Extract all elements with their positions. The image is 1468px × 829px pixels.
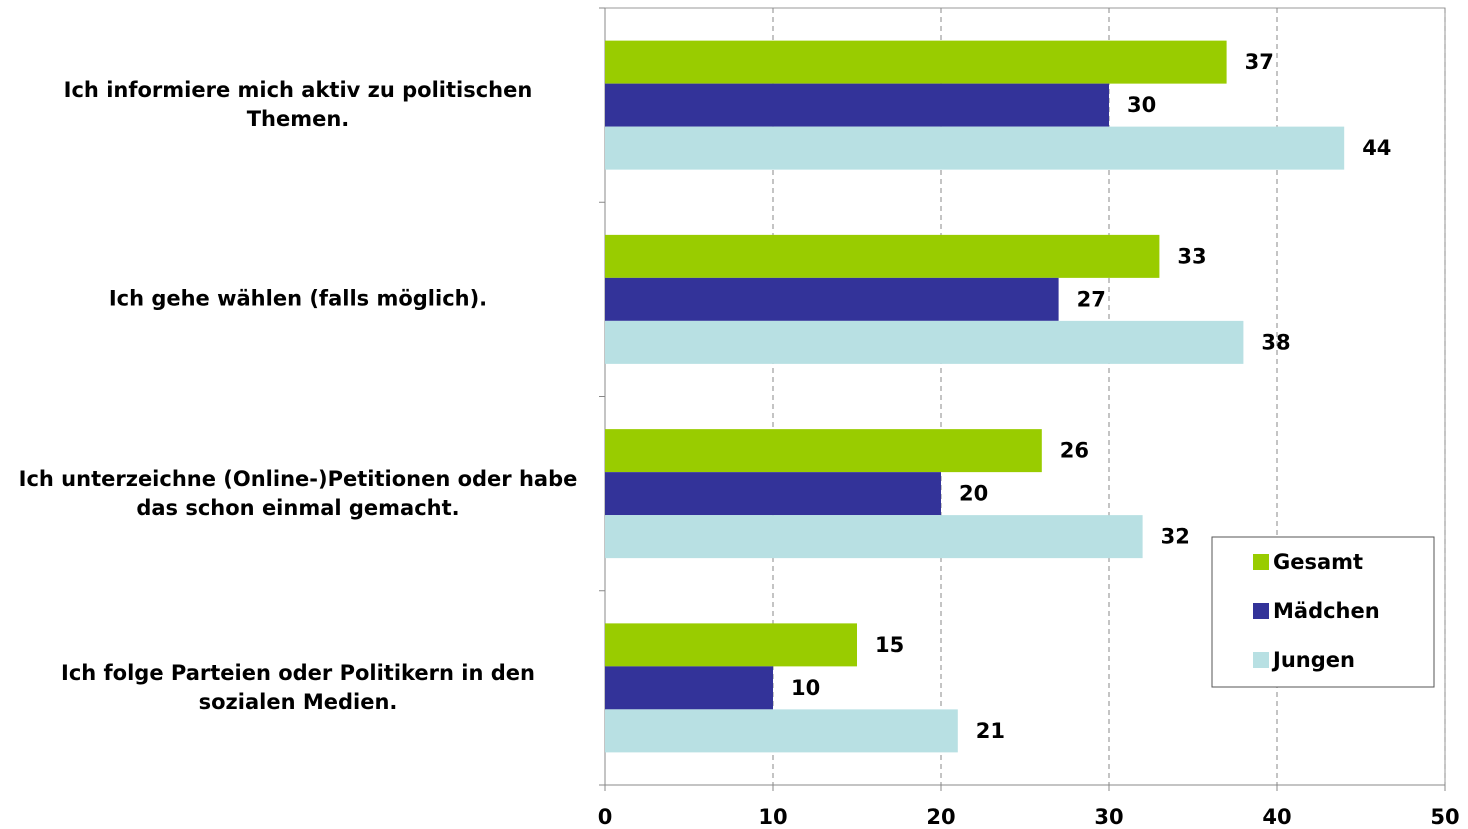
bar <box>605 320 1244 364</box>
value-label: 21 <box>976 719 1005 743</box>
bar <box>605 234 1160 278</box>
value-label: 15 <box>875 633 904 657</box>
value-label: 26 <box>1060 439 1089 463</box>
bar <box>605 429 1042 473</box>
bar <box>605 126 1345 170</box>
legend-box <box>1211 536 1435 688</box>
bar <box>605 277 1059 321</box>
x-tick-label: 0 <box>598 805 613 829</box>
legend-swatch <box>1253 652 1269 668</box>
bar <box>605 709 958 753</box>
value-label: 27 <box>1077 287 1106 311</box>
legend-swatch <box>1253 603 1269 619</box>
value-label: 38 <box>1261 330 1290 354</box>
category-label: Ich folge Parteien oder Politikern in de… <box>61 660 535 714</box>
bar <box>605 515 1143 559</box>
value-label: 37 <box>1245 50 1274 74</box>
x-tick-label: 50 <box>1430 805 1459 829</box>
value-label: 30 <box>1127 93 1156 117</box>
legend-label: Gesamt <box>1273 550 1363 574</box>
value-label: 32 <box>1161 525 1190 549</box>
category-label: Ich gehe wählen (falls möglich). <box>108 286 488 311</box>
legend-swatch <box>1253 554 1269 570</box>
x-tick-label: 10 <box>758 805 787 829</box>
bar <box>605 666 773 710</box>
bar <box>605 40 1227 84</box>
value-label: 10 <box>791 676 820 700</box>
x-tick-label: 20 <box>926 805 955 829</box>
bar <box>605 83 1109 127</box>
legend-label: Mädchen <box>1273 599 1380 623</box>
bar <box>605 623 857 667</box>
value-label: 20 <box>959 482 988 506</box>
category-label: Ich informiere mich aktiv zu politischen… <box>63 78 533 132</box>
x-tick-label: 40 <box>1262 805 1291 829</box>
x-tick-label: 30 <box>1094 805 1123 829</box>
value-label: 33 <box>1177 244 1206 268</box>
legend-label: Jungen <box>1271 648 1355 672</box>
value-label: 44 <box>1362 136 1391 160</box>
bar <box>605 472 941 516</box>
category-label: Ich unterzeichne (Online-)Petitionen ode… <box>18 466 578 520</box>
